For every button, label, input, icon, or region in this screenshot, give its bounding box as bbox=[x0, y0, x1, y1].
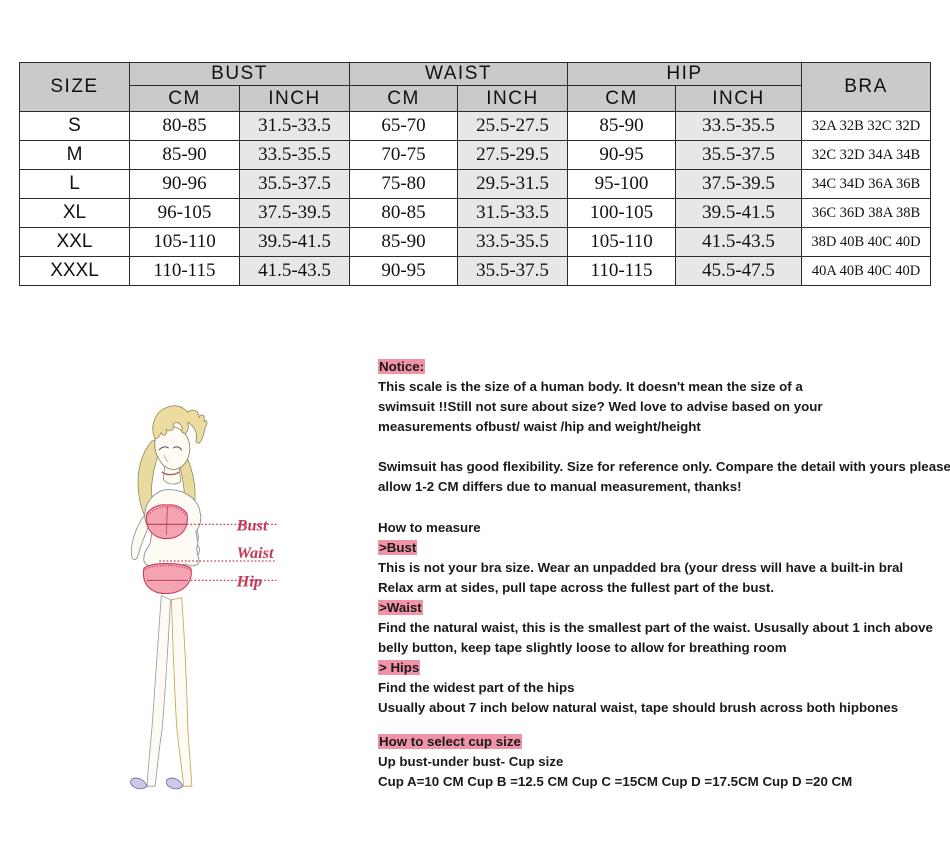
svg-text:Bust: Bust bbox=[236, 515, 268, 534]
svg-text:Waist: Waist bbox=[237, 543, 274, 562]
svg-text:Hip: Hip bbox=[236, 571, 262, 590]
